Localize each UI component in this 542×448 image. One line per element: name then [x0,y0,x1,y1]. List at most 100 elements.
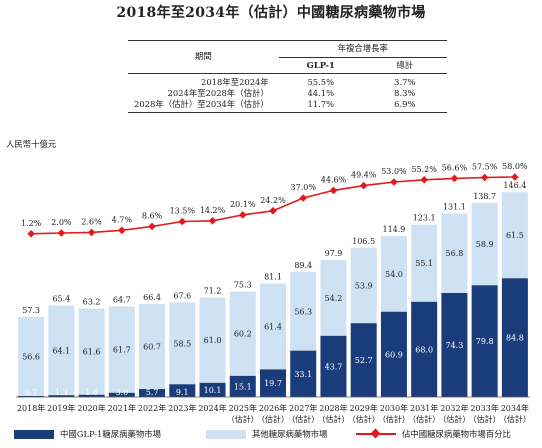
bar-glp1 [108,392,135,397]
x-tick-label: 2028年 [319,403,347,413]
legend-swatch-other [206,429,246,439]
cagr-group-header: 年複合增長率 [278,40,447,58]
bar-other [501,192,528,279]
bar-other-label: 61.0 [204,336,222,345]
bar-total-label: 89.4 [294,261,312,270]
cagr-row: 2028年（估計）至2034年（估計） 11.7% 6.9% [128,99,447,113]
cagr-row-glp1: 11.7% [278,99,363,113]
x-tick-sublabel: （估計） [469,414,501,424]
share-label: 57.5% [472,163,498,172]
bar-other-label: 64.1 [52,346,70,355]
share-point [450,174,459,183]
share-label: 37.0% [291,183,317,192]
x-tick-sublabel: （估計） [408,414,440,424]
x-tick-sublabel: （估計） [317,414,349,424]
cagr-total-header: 總計 [362,57,447,74]
bar-other [78,308,105,395]
bar-glp1 [18,396,45,397]
share-point [118,226,126,235]
bar-total-label: 63.2 [83,298,101,307]
bar-other-label: 58.5 [173,339,191,348]
bar-total-label: 75.3 [234,281,252,290]
bar-glp1 [380,311,407,397]
bar-other [471,202,498,286]
bar-glp1 [139,389,166,397]
share-point [178,217,187,226]
bar-other [260,283,286,370]
x-tick-label: 2025年 [229,403,257,413]
bar-other-label: 56.3 [294,307,312,316]
x-tick-label: 2032年 [440,403,468,413]
x-tick-label: 2026年 [259,403,287,413]
share-label: 58.0% [502,162,528,171]
x-tick-label: 2024年 [198,403,226,413]
x-tick-label: 2034年 [501,403,529,413]
cagr-row-period: 2024年至2028年（估計） [167,88,269,98]
bar-glp1 [260,369,286,397]
bar-total-label: 66.4 [143,293,161,302]
bar-glp1 [290,350,317,397]
bar-glp1-label: 3.0 [115,388,128,397]
share-label: 49.4% [351,171,377,180]
bar-glp1 [78,394,105,397]
x-tick-sublabel: （估計） [438,414,470,424]
bar-other [441,213,468,293]
bar-glp1 [169,384,196,397]
share-point [269,207,277,215]
bar-total-label: 131.1 [443,202,466,211]
x-tick-label: 2022年 [138,403,166,413]
x-tick-label: 2020年 [77,403,105,413]
unit-label: 人民幣十億元 [6,139,57,149]
x-tick-sublabel: （估計） [378,414,410,424]
bar-other [169,302,196,385]
bar-other-label: 60.7 [143,343,161,352]
share-point [87,228,96,237]
bar-total-label: 146.4 [503,181,526,190]
legend-label-other: 其他糖尿病藥物市場 [252,429,328,439]
x-tick-label: 2027年 [289,403,317,413]
cagr-row-total: 8.3% [394,88,416,98]
bar-glp1-label: 1.3 [55,388,68,397]
bar-other [380,236,407,312]
bar-other [139,304,166,390]
bar-total-label: 81.1 [264,272,282,281]
x-tick-label: 2023年 [168,403,196,413]
bar-glp1 [350,323,377,397]
legend-label-glp1: 中國GLP-1糖尿病藥物市場 [60,429,161,439]
bar-glp1 [48,395,75,397]
bar-glp1-label: 5.7 [146,388,159,397]
share-point [359,181,368,190]
bar-glp1-label: 52.7 [355,356,373,365]
cagr-period-header: 期間 [128,40,279,74]
share-label: 24.2% [260,196,286,205]
bar-total-label: 123.1 [413,214,436,223]
bar-other [108,306,135,393]
cagr-row-glp1: 55.5% [307,77,335,87]
x-tick-label: 2018年 [17,403,45,413]
share-point [148,222,156,231]
bar-glp1-label: 0.7 [25,388,38,397]
bar-glp1-label: 43.7 [325,362,343,371]
cagr-glp1-header: GLP-1 [278,57,363,74]
bar-other-label: 61.7 [113,346,131,355]
bar-glp1-label: 74.3 [446,341,464,350]
bar-other-label: 53.9 [355,281,373,290]
share-label: 14.2% [200,206,226,215]
cagr-row-glp1: 44.1% [307,88,335,98]
bar-glp1-label: 84.8 [506,334,524,343]
x-tick-label: 2019年 [47,403,75,413]
share-point [511,173,519,181]
share-label: 13.5% [170,207,196,216]
cagr-row-total: 3.7% [394,77,416,87]
x-tick-sublabel: （估計） [227,414,259,424]
bar-other [350,247,377,324]
bar-other-label: 56.8 [446,249,464,258]
bar-total-label: 65.4 [52,294,70,303]
cagr-table: 期間 年複合增長率 GLP-1 總計 2018年至2024年 55.5% 3.7… [128,40,447,113]
bar-glp1-label: 15.1 [234,382,252,391]
share-point [329,186,338,195]
bar-total-label: 106.5 [352,237,375,246]
legend-swatch-glp1 [14,429,54,439]
bar-other [199,297,226,383]
share-label: 20.1% [230,200,256,209]
